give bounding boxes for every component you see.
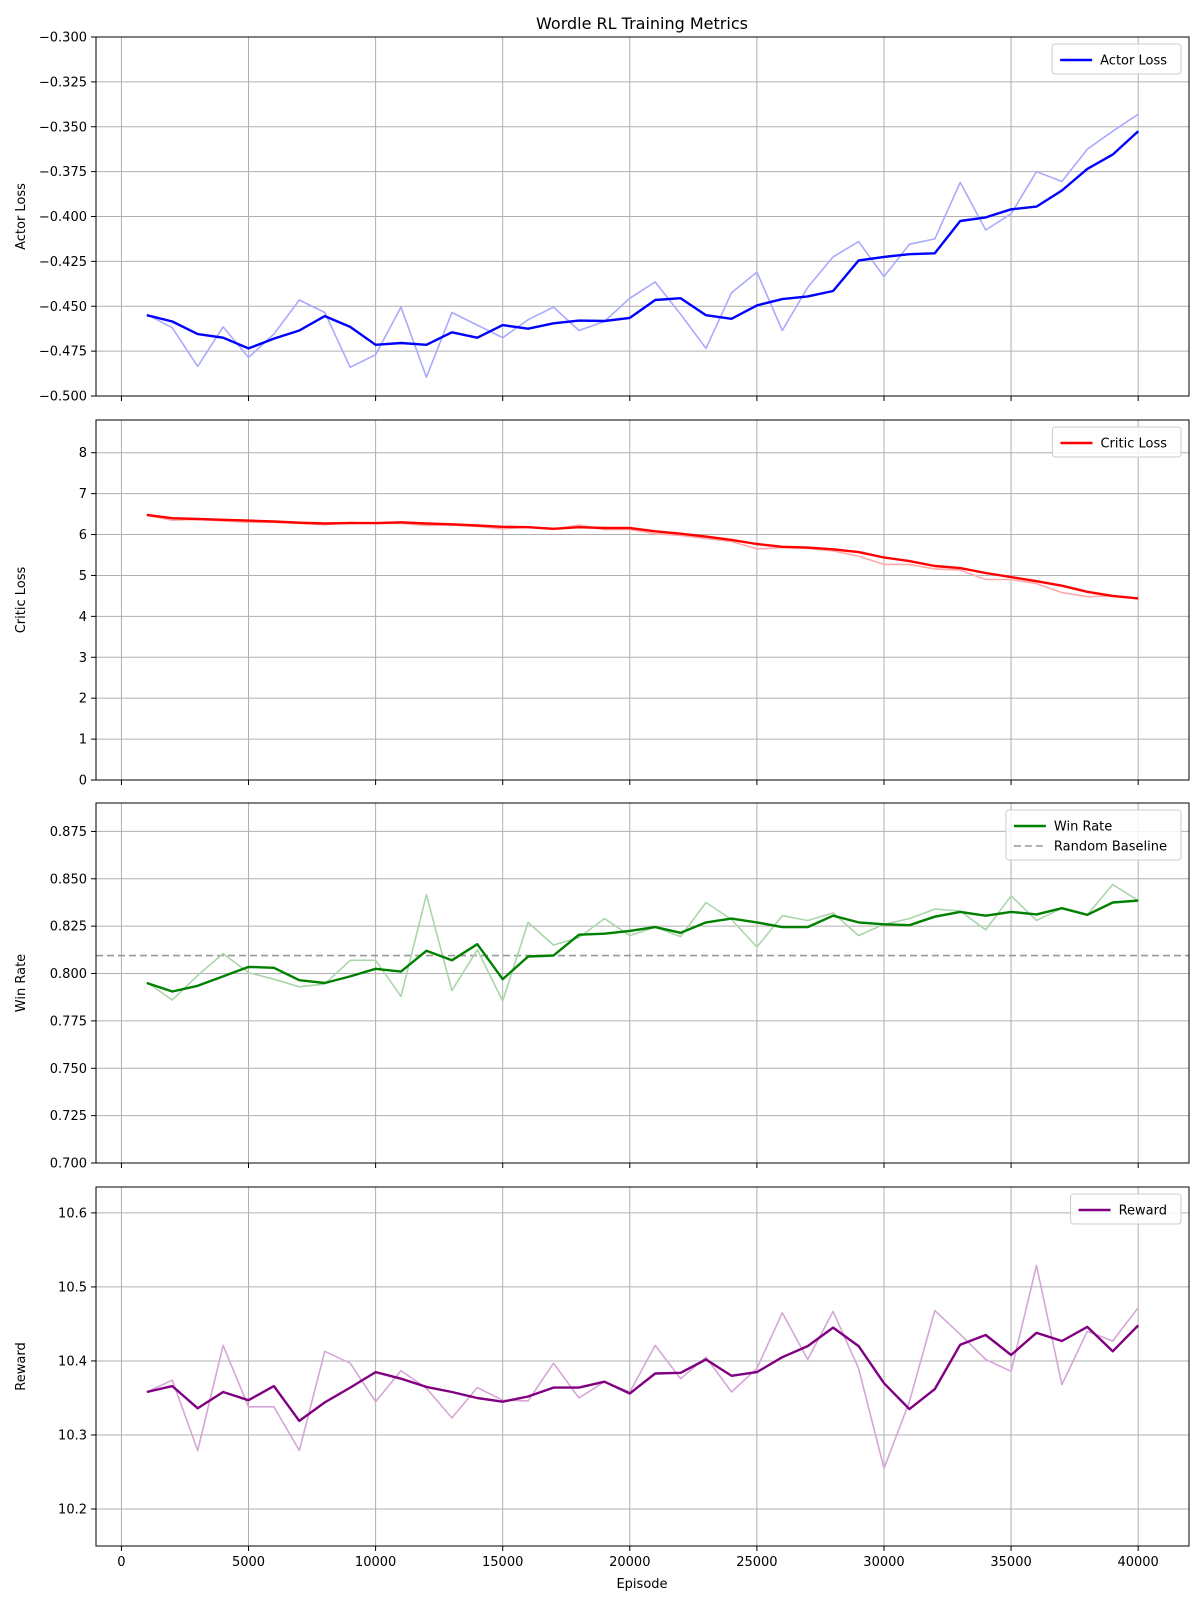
x-tick-label: 15000 (482, 1555, 523, 1570)
actor-loss-y-tick-label: −0.425 (39, 255, 87, 270)
critic-loss-y-tick-label: 8 (79, 446, 87, 461)
win-rate-y-axis-title: Win Rate (14, 954, 29, 1012)
win-rate-line (146, 899, 1139, 993)
reward-y-tick-label: 10.4 (58, 1354, 87, 1369)
actor-loss-raw-line (146, 113, 1139, 379)
random-baseline-legend-label: Random Baseline (1054, 840, 1167, 855)
critic-loss-y-axis-title: Critic Loss (14, 567, 29, 634)
reward-line (146, 1324, 1140, 1423)
critic-loss-legend-box (1051, 426, 1182, 458)
critic-loss-y-tick-label: 0 (79, 774, 87, 789)
x-tick-label: 25000 (736, 1555, 777, 1570)
win-rate-y-tick-label: 0.775 (50, 1014, 87, 1029)
reward-plot-frame (95, 1186, 1190, 1547)
reward-legend-label: Reward (1119, 1204, 1167, 1219)
x-tick-label: 20000 (609, 1555, 650, 1570)
x-tick-label: 10000 (355, 1555, 396, 1570)
win-rate-y-tick-label: 0.825 (50, 920, 87, 935)
reward-legend: Reward (1070, 1193, 1182, 1225)
reward-y-tick-label: 10.6 (58, 1206, 87, 1221)
actor-loss-y-tick-label: −0.375 (39, 165, 87, 180)
actor-loss-legend-box (1051, 43, 1182, 75)
reward-y-tick-label: 10.3 (58, 1428, 87, 1443)
actor-loss-legend-label: Actor Loss (1100, 54, 1167, 69)
actor-loss-y-tick-label: −0.300 (39, 31, 87, 46)
x-tick-label: 5000 (232, 1555, 265, 1570)
actor-loss-y-tick-label: −0.475 (39, 345, 87, 360)
reward-y-axis-title: Reward (14, 1342, 29, 1390)
critic-loss-y-tick-label: 3 (79, 651, 87, 666)
reward-raw-line (146, 1264, 1139, 1470)
actor-loss-legend: Actor Loss (1051, 43, 1182, 75)
win-rate-y-tick-label: 0.850 (50, 872, 87, 887)
critic-loss-plot-frame (95, 419, 1190, 781)
critic-loss-y-tick-label: 2 (79, 692, 87, 707)
win-rate-y-tick-label: 0.725 (50, 1109, 87, 1124)
win-rate-y-tick-label: 0.800 (50, 967, 87, 982)
x-tick-label: 35000 (990, 1555, 1031, 1570)
win-rate-y-tick-label: 0.700 (50, 1157, 87, 1172)
win-rate-plot-frame (95, 802, 1190, 1164)
reward-y-tick-label: 10.5 (58, 1280, 87, 1295)
critic-loss-y-tick-label: 6 (79, 528, 87, 543)
actor-loss-y-tick-label: −0.500 (39, 390, 87, 405)
critic-loss-y-tick-label: 5 (79, 569, 87, 584)
critic-loss-line (146, 513, 1139, 600)
x-tick-label: 40000 (1117, 1555, 1158, 1570)
actor-loss-y-axis-title: Actor Loss (14, 183, 29, 250)
figure-title: Wordle RL Training Metrics (536, 14, 748, 33)
win-rate-panel: 0.700 0.725 0.750 0.775 0.800 0.825 0.850 0.875… (14, 802, 1190, 1172)
reward-panel: 0 5000 10000 15000 20000 25000 30000 35000 40000… (14, 1186, 1190, 1570)
win-rate-y-tick-label: 0.875 (50, 825, 87, 840)
win-rate-legend-box (1005, 809, 1182, 861)
actor-loss-panel: −0.500 −0.475 −0.450 −0.425 −0.400 −0.375 −0.3… (14, 31, 1190, 405)
actor-loss-y-tick-label: −0.400 (39, 210, 87, 225)
actor-loss-y-tick-label: −0.350 (39, 120, 87, 135)
reward-legend-box (1070, 1193, 1182, 1225)
reward-y-tick-label: 10.2 (58, 1502, 87, 1517)
win-rate-y-tick-label: 0.750 (50, 1062, 87, 1077)
critic-loss-legend-label: Critic Loss (1100, 437, 1167, 452)
critic-loss-y-tick-label: 1 (79, 733, 87, 748)
win-rate-legend: Win Rate Random Baseline (1005, 809, 1182, 861)
x-tick-label: 0 (117, 1555, 125, 1570)
x-axis-title: Episode (616, 1577, 667, 1592)
critic-loss-y-tick-label: 7 (79, 487, 87, 502)
critic-loss-legend: Critic Loss (1051, 426, 1182, 458)
critic-loss-y-tick-label: 4 (79, 610, 87, 625)
actor-loss-y-tick-label: −0.450 (39, 300, 87, 315)
critic-loss-panel: 0 1 2 3 4 5 6 7 8 Critic Loss Critic Loss (14, 419, 1190, 789)
win-rate-raw-line (146, 883, 1139, 1002)
actor-loss-line (146, 130, 1140, 350)
x-tick-label: 30000 (863, 1555, 904, 1570)
actor-loss-plot-frame (95, 36, 1190, 397)
win-rate-legend-label: Win Rate (1054, 820, 1112, 835)
actor-loss-y-tick-label: −0.325 (39, 75, 87, 90)
